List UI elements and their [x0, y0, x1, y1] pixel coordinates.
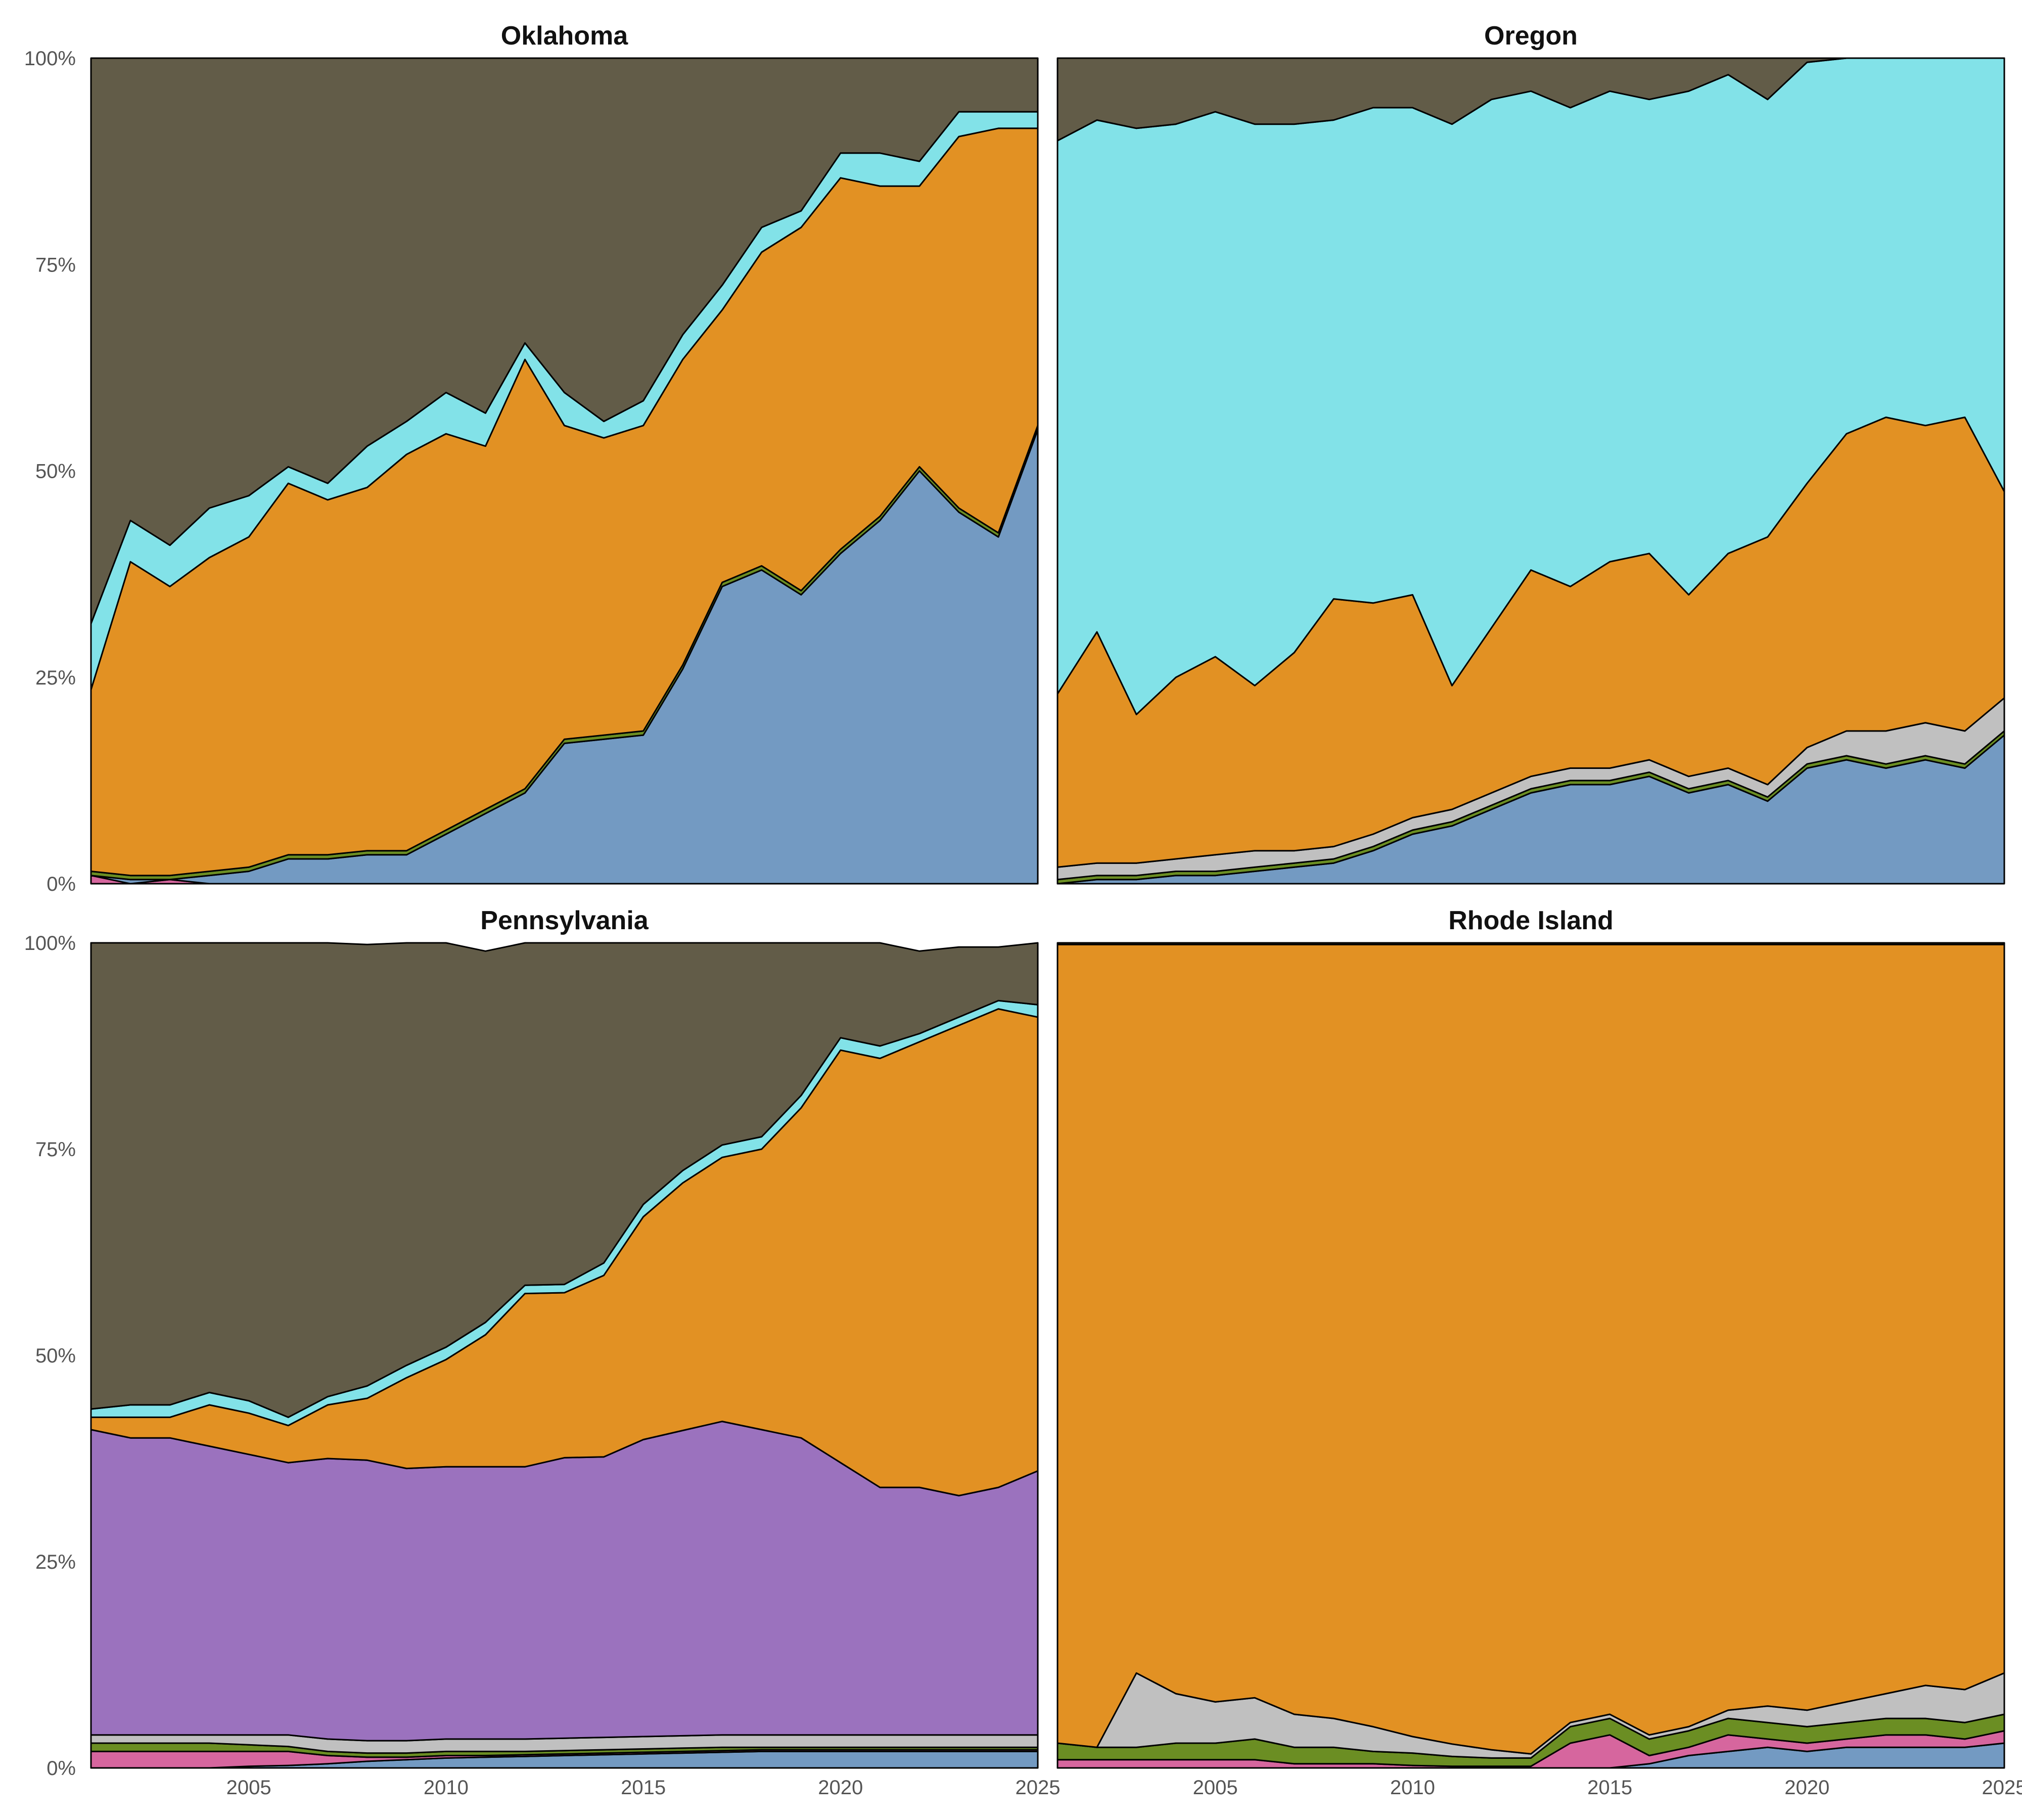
y-tick-label: 75% [35, 1139, 76, 1161]
panel-rhode-island: Rhode Island 2005 2010 2015 2020 2025 [1056, 906, 2022, 1799]
area-series-coal [1056, 57, 2005, 142]
x-tick-label: 2010 [1390, 1777, 1435, 1799]
y-tick-label: 50% [35, 1345, 76, 1367]
x-tick-label: 2005 [226, 1777, 271, 1799]
panel-pennsylvania: Pennsylvania 0% 25% 50% 75% 100% 2005 2010 2015 2… [24, 906, 1061, 1799]
y-tick-label: 100% [24, 48, 76, 70]
x-tick-label: 2020 [1784, 1777, 1829, 1799]
panel-title: Pennsylvania [480, 906, 649, 935]
area-series-natural_gas [1056, 943, 2005, 1755]
panel-title: Oregon [1484, 21, 1578, 51]
y-tick-label: 0% [47, 873, 76, 895]
x-tick-label: 2015 [1587, 1777, 1632, 1799]
x-tick-label: 2025 [1016, 1777, 1061, 1799]
y-tick-label: 75% [35, 254, 76, 276]
y-tick-label: 100% [24, 932, 76, 954]
area-series-coal [90, 942, 1039, 1418]
x-tick-label: 2010 [424, 1777, 469, 1799]
x-tick-label: 2015 [621, 1777, 666, 1799]
panel-oklahoma: Oklahoma 0% 25% 50% 75% 100% [24, 21, 1039, 895]
x-tick-label: 2020 [818, 1777, 863, 1799]
area-series-coal [1056, 942, 2005, 945]
area-series-coal [90, 57, 1039, 625]
y-tick-label: 25% [35, 667, 76, 689]
x-tick-label: 2025 [1982, 1777, 2022, 1799]
y-tick-label: 25% [35, 1551, 76, 1573]
panel-oregon: Oregon [1056, 21, 2005, 885]
x-tick-label: 2005 [1193, 1777, 1238, 1799]
y-tick-label: 50% [35, 461, 76, 483]
panel-title: Oklahoma [501, 21, 628, 51]
y-tick-label: 0% [47, 1757, 76, 1780]
panel-title: Rhode Island [1448, 906, 1613, 935]
